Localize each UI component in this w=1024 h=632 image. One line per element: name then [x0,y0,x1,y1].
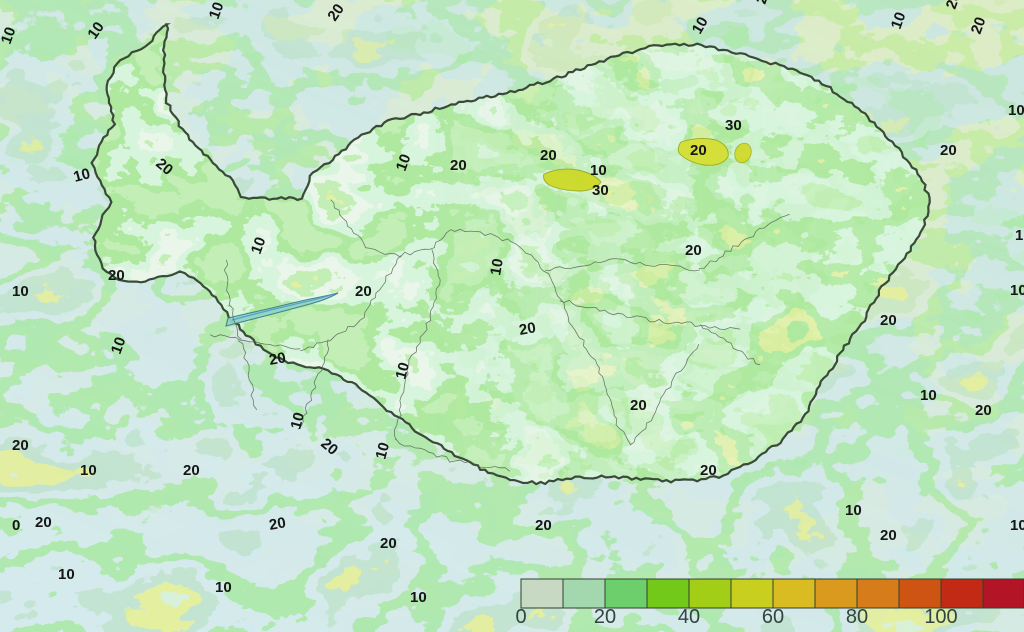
svg-text:40: 40 [678,606,700,628]
svg-text:0: 0 [515,606,526,628]
svg-text:80: 80 [846,606,868,628]
svg-text:100: 100 [924,606,957,628]
svg-text:60: 60 [762,606,784,628]
svg-text:20: 20 [594,606,616,628]
